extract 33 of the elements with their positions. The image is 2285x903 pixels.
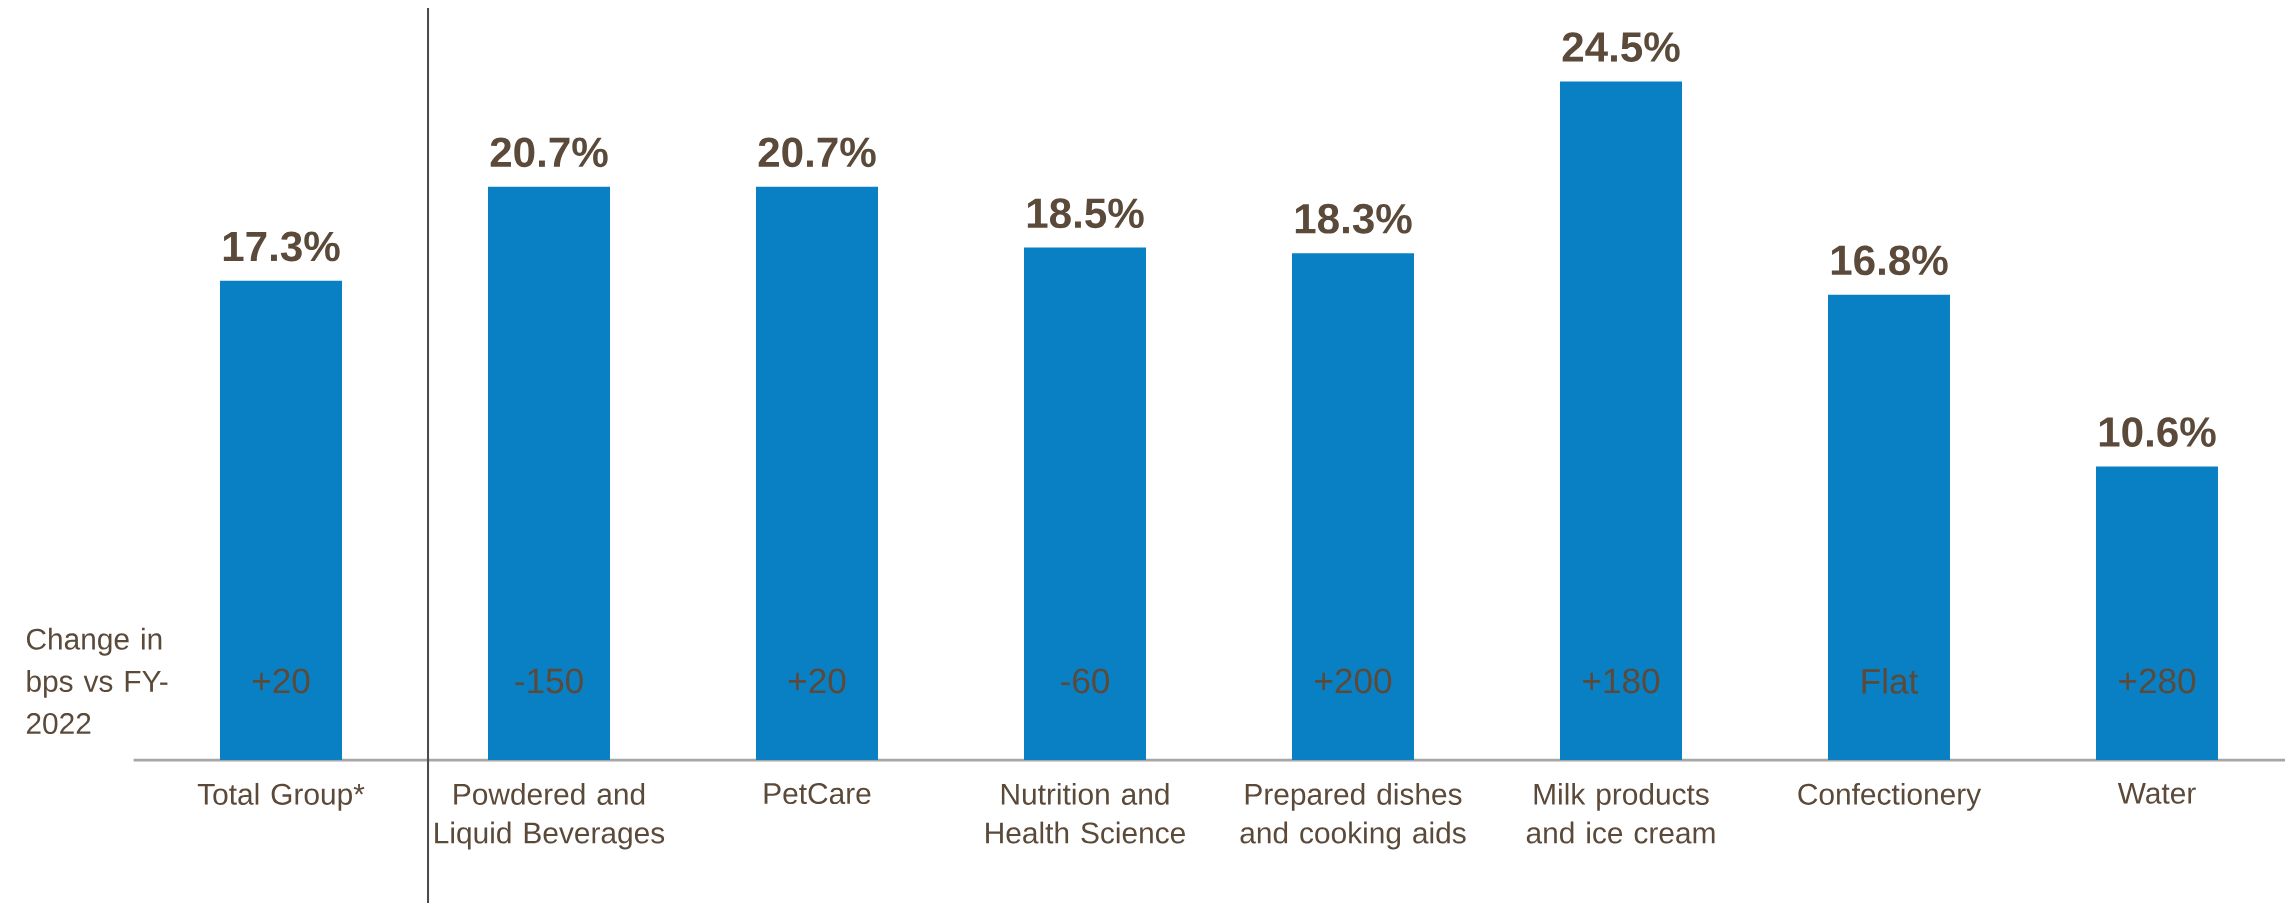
data-label: 10.6% bbox=[2099, 417, 2216, 447]
bar bbox=[1292, 253, 1414, 760]
annotation: -150 bbox=[515, 668, 583, 694]
annotation: -60 bbox=[1061, 668, 1110, 694]
x-tick-label: Total Group* bbox=[197, 782, 365, 811]
x-tick-label: Prepared dishes and cooking aids bbox=[1240, 782, 1466, 850]
bar bbox=[1024, 247, 1146, 760]
bar bbox=[220, 280, 342, 760]
bar bbox=[756, 186, 878, 760]
x-tick-label: PetCare bbox=[764, 782, 871, 805]
bar bbox=[1828, 294, 1950, 760]
data-label: 20.7% bbox=[758, 137, 876, 168]
data-label: 17.3% bbox=[223, 231, 340, 262]
x-tick-label: Confectionery bbox=[1798, 782, 1982, 811]
x-tick-label: Nutrition and Health Science bbox=[986, 782, 1185, 844]
x-tick-label: Powdered and Liquid Beverages bbox=[435, 782, 665, 850]
annotation: +20 bbox=[252, 668, 310, 694]
data-label: 18.5% bbox=[1027, 198, 1144, 229]
annotation: +180 bbox=[1583, 668, 1660, 694]
annotation: +20 bbox=[788, 668, 846, 694]
data-label: 20.7% bbox=[490, 137, 608, 168]
annotation: +200 bbox=[1315, 668, 1392, 694]
x-tick-label: Water bbox=[2117, 782, 2196, 804]
annotation: Change in bps vs FY-2022 bbox=[26, 627, 168, 735]
x-tick-label: Milk products and ice cream bbox=[1526, 782, 1715, 844]
bar bbox=[1560, 81, 1682, 760]
data-label: 18.3% bbox=[1295, 203, 1412, 234]
annotation: Flat bbox=[1862, 668, 1919, 694]
bar bbox=[2096, 466, 2218, 760]
data-label: 24.5% bbox=[1562, 32, 1680, 62]
annotation: +280 bbox=[2119, 668, 2196, 694]
data-label: 16.8% bbox=[1831, 245, 1948, 276]
bar bbox=[488, 186, 610, 760]
